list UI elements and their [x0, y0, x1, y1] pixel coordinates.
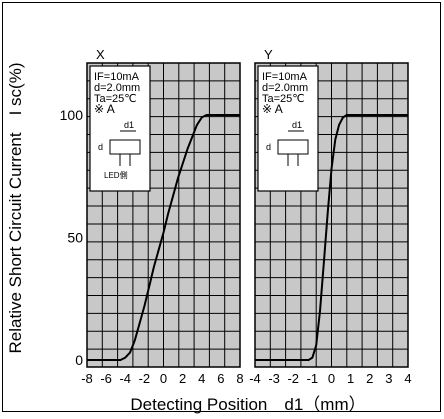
right-x-tick-label: 2 — [366, 371, 373, 386]
right-x-tick-label: -3 — [268, 371, 280, 386]
left-inset-label-led: LED側 — [104, 170, 128, 180]
left-x-tick-label: 0 — [160, 371, 167, 386]
right-series-line — [255, 114, 408, 361]
right-x-tick-label: 4 — [404, 371, 411, 386]
x-axis-label: Detecting Position d1（mm） — [130, 395, 365, 414]
left-condition-text: d=2.0mm — [94, 82, 140, 94]
left-x-tick-label: -8 — [81, 371, 93, 386]
right-x-tick-label: -4 — [249, 371, 261, 386]
right-panel-label: Y — [264, 47, 273, 62]
left-condition-text: ※ A — [94, 102, 115, 116]
y-tick-label: 50 — [67, 230, 83, 246]
right-x-tick-label: 3 — [385, 371, 392, 386]
right-condition-text: d=2.0mm — [262, 82, 308, 94]
left-conditions-box — [89, 65, 151, 192]
right-x-tick-label: -1 — [307, 371, 319, 386]
right-condition-text: Ta=25℃ — [262, 93, 305, 105]
left-inset-sensor — [109, 139, 141, 155]
right-plot-border — [254, 62, 409, 368]
left-x-tick-label: -4 — [119, 371, 131, 386]
figure-frame — [2, 2, 441, 412]
y-tick-label: 0 — [75, 352, 83, 368]
y-axis-label: Relative Short Circuit Current I sc(%) — [6, 63, 25, 354]
left-x-tick-label: 6 — [217, 371, 224, 386]
left-x-tick-label: 2 — [179, 371, 186, 386]
left-condition-text: IF=10mA — [94, 71, 140, 83]
left-inset-label-d1: d1 — [124, 120, 134, 130]
left-x-tick-label: 8 — [236, 371, 243, 386]
left-series-line — [87, 114, 240, 361]
left-inset-label-d: d — [98, 142, 103, 152]
right-condition-text: IF=10mA — [262, 71, 308, 83]
left-x-tick-label: -2 — [139, 371, 151, 386]
left-x-tick-label: -6 — [100, 371, 112, 386]
y-tick-label: 100 — [60, 107, 84, 123]
left-plot-border — [86, 62, 241, 368]
right-inset-label-d1: d1 — [292, 120, 302, 130]
right-x-tick-label: 1 — [347, 371, 354, 386]
left-condition-text: Ta=25℃ — [94, 93, 137, 105]
right-inset-label-d: d — [266, 142, 271, 152]
right-x-tick-label: -2 — [287, 371, 299, 386]
right-condition-text: ※ A — [262, 102, 283, 116]
right-x-tick-label: 0 — [328, 371, 335, 386]
right-inset-sensor — [277, 139, 309, 155]
right-conditions-box — [257, 65, 319, 192]
left-x-tick-label: 4 — [198, 371, 205, 386]
left-panel-label: X — [96, 47, 105, 62]
